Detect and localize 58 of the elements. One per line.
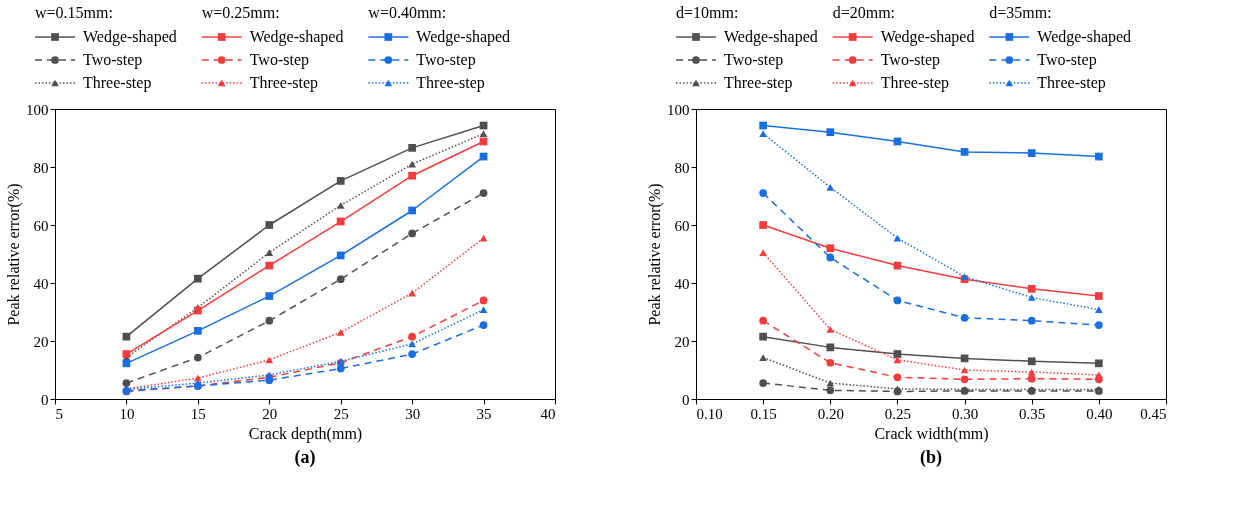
x-tick-label: 0.10 <box>696 405 723 422</box>
x-tick-label: 30 <box>405 405 421 422</box>
legend-label: Wedge-shaped <box>724 28 818 46</box>
y-tick-label: 20 <box>674 333 690 350</box>
text: (a) <box>294 447 316 468</box>
text: w=0.15mm: <box>35 4 113 21</box>
x-tick-label: 0.30 <box>951 405 979 422</box>
y-tick-label: 60 <box>33 217 49 234</box>
x-axis-title: Crack width(mm) <box>874 424 989 443</box>
y-tick-label: 80 <box>674 159 690 176</box>
legend-label: Three-step <box>83 74 152 92</box>
x-tick-label: 0.15 <box>750 405 777 422</box>
y-tick-label: 0 <box>41 391 49 408</box>
legend-label: Two-step <box>724 51 784 69</box>
legend-label: Two-step <box>880 51 940 69</box>
x-tick-label: 5 <box>55 405 63 422</box>
legend-label: Two-step <box>83 51 143 69</box>
text: d=35mm: <box>989 4 1052 21</box>
y-tick-label: 40 <box>33 275 49 292</box>
legend-label: Three-step <box>1037 74 1106 92</box>
y-tick-label: 60 <box>674 217 690 234</box>
text: d=20mm: <box>832 4 896 21</box>
y-tick-label: 80 <box>33 159 49 176</box>
text: w=0.25mm: <box>201 4 280 21</box>
y-tick-label: 100 <box>26 101 49 118</box>
x-tick-label: 0.40 <box>1086 405 1113 422</box>
legend-label: Three-step <box>880 74 950 92</box>
x-tick-label: 0.25 <box>884 405 912 422</box>
legend-label: Wedge-shaped <box>880 28 975 46</box>
y-axis-title: Peak relative error(%) <box>5 183 23 326</box>
text: w=0.40mm: <box>368 4 447 21</box>
x-tick-label: 0.35 <box>1019 405 1046 422</box>
x-tick-label: 15 <box>190 405 206 422</box>
x-tick-label: 40 <box>540 405 556 422</box>
legend-label: Wedge-shaped <box>83 28 177 46</box>
legend-label: Two-step <box>1037 51 1097 69</box>
y-tick-label: 0 <box>682 391 690 408</box>
y-tick-label: 40 <box>674 275 690 292</box>
text: d=10mm: <box>676 4 739 21</box>
x-tick-label: 0.45 <box>1140 405 1167 422</box>
legend-label: Wedge-shaped <box>249 28 344 46</box>
x-tick-label: 25 <box>333 405 349 422</box>
legend-label: Two-step <box>249 51 309 69</box>
x-tick-label: 20 <box>262 405 278 422</box>
text: (b) <box>920 447 942 468</box>
y-axis-title: Peak relative error(%) <box>646 183 664 326</box>
legend-label: Two-step <box>416 51 476 69</box>
y-tick-label: 100 <box>667 101 690 118</box>
legend-label: Wedge-shaped <box>1037 28 1132 46</box>
y-tick-label: 20 <box>33 333 49 350</box>
legend-label: Three-step <box>724 74 793 92</box>
x-tick-label: 10 <box>119 405 135 422</box>
legend-label: Wedge-shaped <box>416 28 511 46</box>
legend-label: Three-step <box>249 74 319 92</box>
x-tick-label: 0.20 <box>817 405 844 422</box>
legend-label: Three-step <box>416 74 485 92</box>
x-tick-label: 35 <box>476 405 492 422</box>
x-axis-title: Crack depth(mm) <box>248 424 363 443</box>
